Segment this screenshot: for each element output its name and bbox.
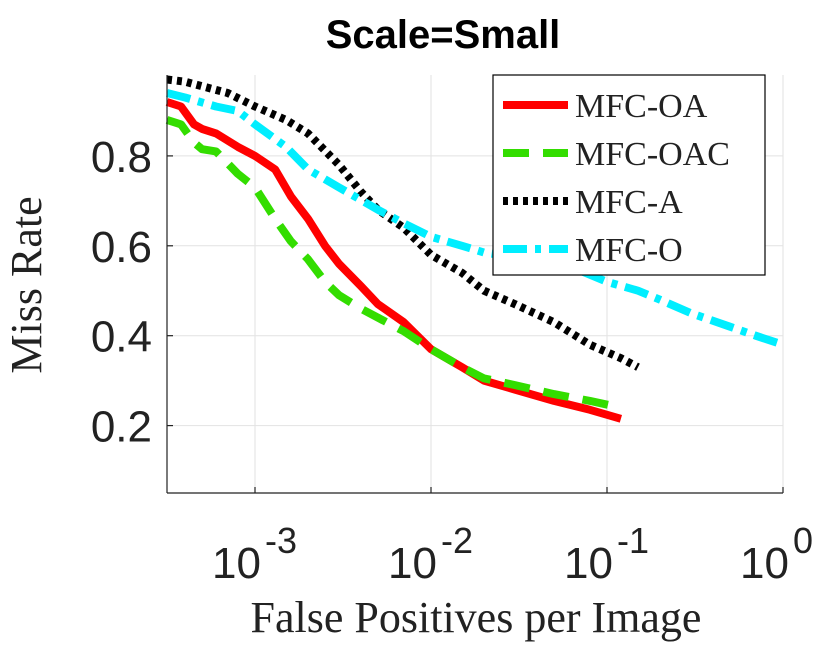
x-tick-label-2: 10 -1 <box>564 520 649 588</box>
y-tick-label-0: 0.2 <box>91 403 152 452</box>
legend: MFC-OA MFC-OAC MFC-A MFC-O <box>492 74 766 276</box>
x-tick-base-2: 10 <box>564 539 613 588</box>
x-tick-exponent-2: -1 <box>617 520 649 561</box>
plot-series <box>165 75 785 423</box>
series-line-mfc-oa <box>165 98 623 423</box>
x-tick-label-1: 10 -2 <box>388 520 473 588</box>
x-tick-base-3: 10 <box>740 539 789 588</box>
x-tick-base-0: 10 <box>212 539 261 588</box>
x-tick-label-3: 10 0 <box>740 520 813 588</box>
series-line-mfc-a <box>166 75 640 371</box>
chart-title: Scale=Small <box>326 13 561 57</box>
legend-label-mfc-a: MFC-A <box>575 184 683 221</box>
x-tick-exponent-3: 0 <box>793 520 813 561</box>
tick-labels: 0.20.40.60.810 -3 10 -2 10 -1 10 0 <box>91 133 813 588</box>
legend-label-mfc-oac: MFC-OAC <box>575 136 730 173</box>
axes <box>166 75 784 494</box>
x-tick-exponent-1: -2 <box>441 520 473 561</box>
x-tick-label-0: 10 -3 <box>212 520 297 588</box>
x-axis-label: False Positives per Image <box>251 593 702 642</box>
y-axis-label: Miss Rate <box>2 196 51 373</box>
y-tick-label-3: 0.8 <box>91 133 152 182</box>
y-tick-label-1: 0.4 <box>91 313 152 362</box>
legend-label-mfc-o: MFC-O <box>575 232 683 269</box>
x-tick-base-1: 10 <box>388 539 437 588</box>
series-line-mfc-oac <box>165 116 622 412</box>
series-line-mfc-o <box>166 89 785 349</box>
legend-label-mfc-oa: MFC-OA <box>575 88 708 125</box>
y-tick-label-2: 0.6 <box>91 223 152 272</box>
x-tick-exponent-0: -3 <box>265 520 297 561</box>
